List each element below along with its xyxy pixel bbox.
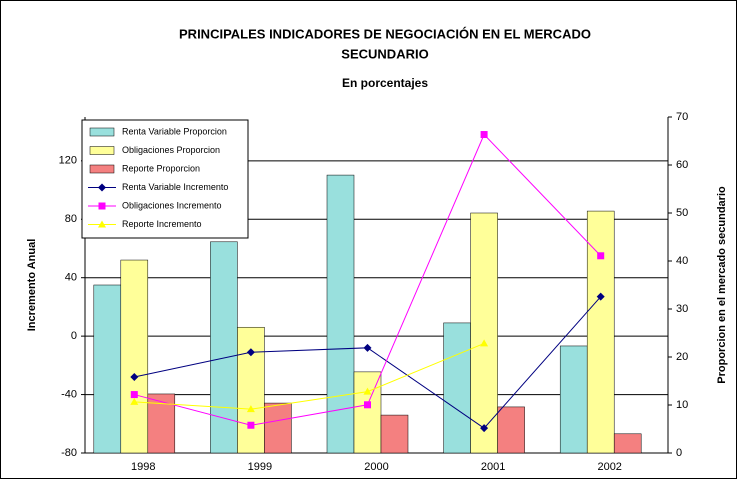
chart-subtitle: En porcentajes xyxy=(342,76,428,90)
point xyxy=(480,424,489,433)
bar xyxy=(380,414,409,454)
y2-tick-label: 10 xyxy=(676,399,688,411)
legend-label: Renta Variable Incremento xyxy=(122,182,228,192)
x-tick-label: 1999 xyxy=(248,461,272,473)
bar xyxy=(470,212,498,454)
bar xyxy=(586,210,615,454)
y2-tick-label: 0 xyxy=(676,447,682,459)
y2-tick-label: 20 xyxy=(676,351,688,363)
point xyxy=(363,387,372,395)
y-tick-label: 120 xyxy=(59,155,77,167)
y-axis-title: Incremento Anual xyxy=(26,239,38,332)
legend-label: Obligaciones Proporcion xyxy=(122,145,220,155)
y-tick-label: -80 xyxy=(61,447,77,459)
chart-title: SECUNDARIO xyxy=(341,46,428,61)
y2-axis-title: Proporcion en el mercado secundario xyxy=(716,186,728,384)
point xyxy=(246,405,255,413)
y-tick-label: -40 xyxy=(61,388,77,400)
point xyxy=(596,292,605,301)
legend-label: Reporte Proporcion xyxy=(122,163,200,173)
legend-swatch xyxy=(89,127,115,137)
bar xyxy=(264,402,292,454)
chart-title: PRINCIPALES INDICADORES DE NEGOCIACIÓN E… xyxy=(179,26,591,41)
legend-marker xyxy=(98,202,106,210)
point xyxy=(480,131,488,139)
point xyxy=(364,401,371,409)
y-tick-label: 40 xyxy=(65,272,77,284)
y2-tick-label: 30 xyxy=(676,303,688,315)
bar xyxy=(559,345,588,454)
x-tick-label: 2000 xyxy=(364,461,388,473)
legend-marker xyxy=(98,220,106,228)
y2-tick-label: 50 xyxy=(676,207,688,219)
bar xyxy=(613,433,642,454)
line xyxy=(134,342,485,410)
y-tick-label: 0 xyxy=(71,330,77,342)
bar xyxy=(120,259,149,454)
legend: Renta Variable Proporcion Obligaciones Pr… xyxy=(81,119,249,239)
point xyxy=(247,421,255,429)
bar xyxy=(443,322,471,454)
legend-label: Renta Variable Proporcion xyxy=(122,126,227,136)
x-tick-label: 1998 xyxy=(131,461,155,473)
legend-marker xyxy=(98,183,106,192)
x-tick-label: 2001 xyxy=(481,461,505,473)
point xyxy=(363,343,372,352)
point xyxy=(246,348,255,357)
legend-swatch xyxy=(89,146,115,155)
legend-box xyxy=(81,119,249,239)
bar xyxy=(326,174,355,454)
y2-tick-label: 60 xyxy=(676,159,688,171)
bar xyxy=(237,326,265,454)
y2-tick-label: 40 xyxy=(676,255,688,267)
legend-swatch xyxy=(89,164,115,174)
y2-tick-label: 70 xyxy=(676,111,688,123)
bar xyxy=(93,284,122,454)
point xyxy=(597,252,605,260)
x-tick-label: 2002 xyxy=(597,461,621,473)
bar xyxy=(210,241,238,454)
point xyxy=(130,391,138,399)
bar xyxy=(497,406,525,454)
point xyxy=(480,339,489,347)
point xyxy=(130,397,139,405)
legend-label: Obligaciones Incremento xyxy=(122,200,222,210)
bar xyxy=(353,371,382,454)
legend-label: Reporte Incremento xyxy=(122,219,202,229)
point xyxy=(130,373,139,382)
y-tick-label: 80 xyxy=(65,213,77,225)
